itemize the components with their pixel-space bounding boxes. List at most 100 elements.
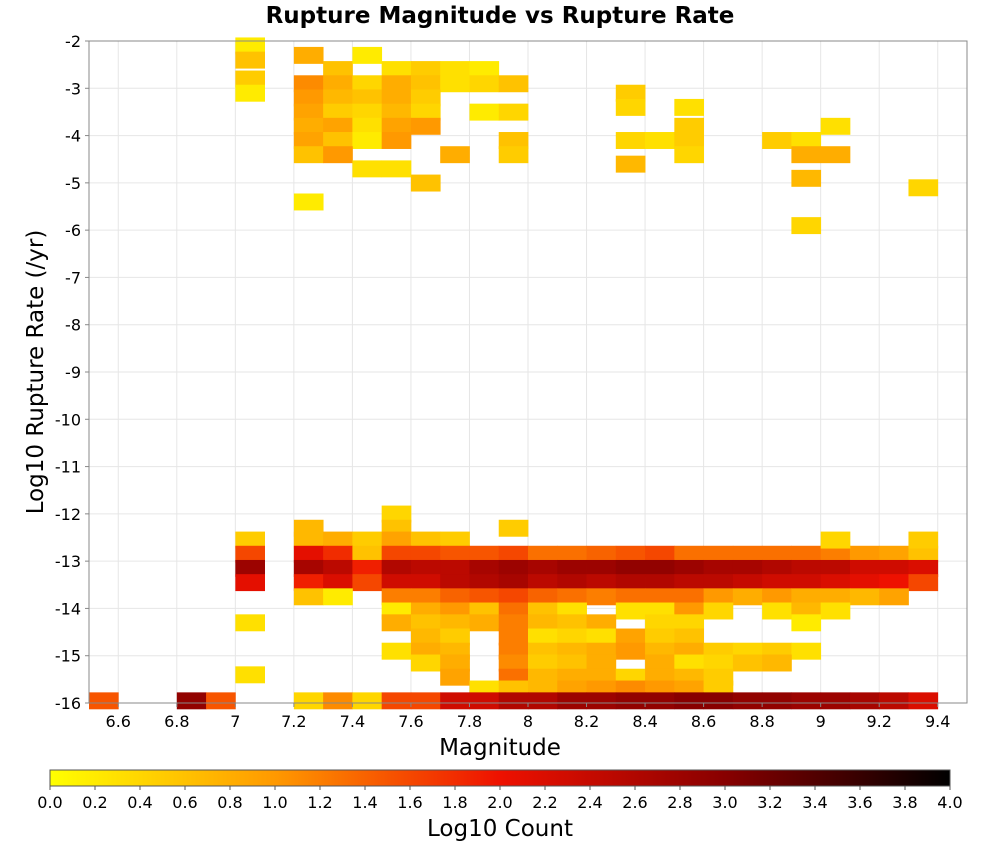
heatmap-cell: [410, 654, 441, 672]
colorbar-tick-label: 1.4: [352, 793, 377, 812]
x-tick-label: 7.6: [398, 712, 423, 731]
x-tick-label: 6.6: [106, 712, 131, 731]
heatmap-cell: [293, 146, 324, 164]
heatmap-cell: [352, 132, 383, 149]
heatmap-cell: [645, 654, 675, 672]
heatmap-cell: [586, 545, 617, 563]
heatmap-cell: [381, 588, 412, 606]
heatmap-cell: [849, 692, 880, 710]
heatmap-cell: [440, 588, 470, 606]
heatmap-cell: [586, 692, 617, 710]
heatmap-cell: [381, 531, 412, 549]
heatmap-cell: [352, 89, 383, 107]
heatmap-cell: [703, 545, 734, 563]
heatmap-cell: [762, 692, 792, 710]
heatmap-cell: [381, 103, 412, 121]
y-tick-label: -13: [55, 552, 81, 571]
heatmap-cell: [615, 692, 646, 710]
heatmap-cell: [352, 46, 383, 64]
heatmap-cell: [498, 103, 529, 121]
y-axis: -2 -3 -4 -5 -6 -7 -8 -9 -10 -11 -12 -13 -14 -15 -16: [55, 32, 89, 713]
heatmap-cell: [323, 559, 353, 577]
heatmap-cell: [645, 574, 675, 592]
heatmap-cell: [235, 84, 265, 102]
heatmap-cell: [410, 531, 441, 549]
y-tick-label: -3: [65, 79, 81, 98]
heatmap-cell: [323, 531, 353, 549]
heatmap-cell: [469, 588, 500, 606]
heatmap-cell: [615, 588, 646, 606]
heatmap-cell: [732, 574, 763, 592]
heatmap-cell: [469, 559, 500, 577]
heatmap-cell: [557, 628, 587, 646]
heatmap-cell: [498, 628, 529, 646]
heatmap-cell: [586, 614, 617, 632]
heatmap-cell: [498, 146, 529, 164]
heatmap-cell: [791, 146, 822, 164]
x-tick-label: 7.2: [281, 712, 306, 731]
heatmap-cell: [557, 588, 587, 606]
heatmap-cell: [820, 531, 851, 549]
heatmap-cell: [323, 75, 353, 93]
y-tick-label: -10: [55, 410, 81, 429]
heatmap-cell: [352, 531, 383, 549]
heatmap-cell: [440, 668, 470, 686]
heatmap-cell: [791, 588, 822, 606]
colorbar-ticks: 0.0 0.2 0.4 0.6 0.8 1.0 1.2 1.4 1.6 1.8 2.0 2.2 2.4 2…: [37, 786, 963, 812]
heatmap-cell: [235, 51, 265, 69]
y-tick-label: -2: [65, 32, 81, 51]
heatmap-cell: [645, 588, 675, 606]
heatmap-cells: [89, 37, 939, 710]
heatmap-cell: [440, 75, 470, 93]
heatmap-cell: [293, 132, 324, 149]
heatmap-cell: [381, 160, 412, 178]
heatmap-cell: [323, 545, 353, 563]
heatmap-cell: [440, 559, 470, 577]
heatmap-cell: [440, 692, 470, 710]
x-axis-label: Magnitude: [439, 735, 561, 761]
heatmap-cell: [176, 692, 207, 710]
heatmap-cell: [820, 117, 851, 135]
heatmap-cell: [293, 574, 324, 592]
colorbar-tick-label: 3.8: [892, 793, 917, 812]
heatmap-cell: [323, 61, 353, 79]
heatmap-cell: [703, 602, 734, 620]
x-tick-label: 8: [523, 712, 533, 731]
heatmap-cell: [293, 75, 324, 93]
y-tick-label: -8: [65, 316, 81, 335]
chart-title: Rupture Magnitude vs Rupture Rate: [266, 3, 735, 29]
heatmap-cell: [528, 692, 558, 710]
heatmap-cell: [908, 574, 939, 592]
x-tick-label: 8.8: [749, 712, 774, 731]
heatmap-cell: [352, 559, 383, 577]
heatmap-cell: [615, 132, 646, 149]
heatmap-cell: [323, 146, 353, 164]
x-tick-label: 8.6: [691, 712, 716, 731]
heatmap-cell: [469, 574, 500, 592]
heatmap-cell: [528, 559, 558, 577]
heatmap-cell: [674, 588, 704, 606]
heatmap-cell: [645, 559, 675, 577]
heatmap-cell: [791, 692, 822, 710]
heatmap-cell: [820, 574, 851, 592]
heatmap-cell: [762, 602, 792, 620]
colorbar-tick-label: 0.4: [127, 793, 152, 812]
heatmap-cell: [410, 61, 441, 79]
colorbar-tick-label: 4.0: [937, 793, 962, 812]
heatmap-cell: [352, 103, 383, 121]
heatmap-cell: [235, 666, 265, 684]
heatmap-cell: [528, 614, 558, 632]
colorbar-tick-label: 1.0: [262, 793, 287, 812]
heatmap-cell: [879, 574, 909, 592]
heatmap-cell: [586, 628, 617, 646]
heatmap-cell: [703, 692, 734, 710]
heatmap-cell: [469, 692, 500, 710]
heatmap-cell: [410, 574, 441, 592]
colorbar-tick-label: 3.4: [802, 793, 827, 812]
heatmap-cell: [410, 117, 441, 135]
heatmap-cell: [323, 588, 353, 606]
heatmap-cell: [791, 132, 822, 149]
heatmap-cell: [381, 117, 412, 135]
heatmap-cell: [820, 545, 851, 563]
